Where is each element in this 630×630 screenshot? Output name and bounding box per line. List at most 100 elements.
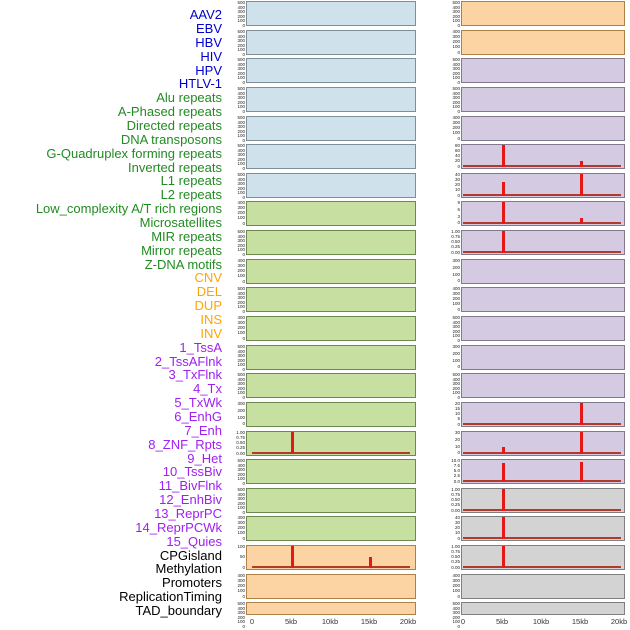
y-axis-ticks: 500 400 300 200 100 0: [224, 57, 246, 84]
y-tick-label: 0.75: [451, 549, 460, 555]
y-tick-label: 10.0: [451, 458, 460, 463]
feature-label: 10_TssBiv: [162, 464, 222, 479]
y-tick-label: 100: [237, 190, 245, 195]
y-axis-ticks: 400 300 200 100 0: [224, 315, 246, 341]
feature-label: CPGisland: [159, 548, 222, 563]
y-tick-label: 500: [237, 286, 245, 291]
y-tick-label: 10: [454, 530, 460, 536]
x-axis-tick-label: 10kb: [532, 617, 550, 626]
red-baseline: [463, 566, 621, 568]
mini-panel: [461, 488, 625, 513]
feature-label: HIV: [200, 49, 222, 64]
mini-panel: [246, 373, 416, 398]
y-axis-ticks: 500 400 300 200 100 0: [224, 286, 246, 314]
y-tick-label: 40: [454, 153, 460, 159]
y-tick-label: 0: [242, 593, 245, 599]
y-tick-label: 0.0: [453, 478, 460, 484]
y-tick-label: 1.00: [451, 487, 460, 492]
feature-label: Z-DNA motifs: [144, 257, 222, 272]
y-tick-label: 30: [454, 177, 460, 183]
feature-label: INS: [200, 312, 222, 327]
y-axis-ticks: 400 300 200 100 0: [438, 29, 461, 55]
y-tick-label: 0.50: [451, 239, 460, 245]
y-tick-label: 30: [454, 520, 460, 526]
y-tick-label: 200: [237, 268, 245, 274]
feature-label: Promoters: [162, 575, 222, 590]
y-tick-label: 500: [452, 372, 460, 377]
y-tick-label: 300: [452, 578, 460, 584]
y-tick-label: 0.75: [451, 492, 460, 498]
y-tick-label: 6: [457, 206, 460, 212]
y-tick-label: 20: [454, 525, 460, 531]
y-axis-ticks: 30 20 10 0: [438, 430, 461, 456]
y-axis-ticks: 300 200 100 0: [224, 401, 246, 427]
y-tick-label: 200: [452, 39, 460, 45]
feature-label: G-Quadruplex forming repeats: [46, 146, 222, 161]
y-tick-label: 200: [452, 70, 460, 76]
y-tick-label: 100: [237, 390, 245, 395]
red-peak: [580, 161, 583, 167]
y-tick-label: 500: [237, 172, 245, 177]
y-tick-label: 400: [452, 115, 460, 120]
red-peak: [580, 174, 583, 196]
y-tick-label: 200: [237, 325, 245, 331]
y-tick-label: 100: [237, 161, 245, 166]
red-peak: [502, 182, 505, 196]
y-axis-ticks: 1.00 0.75 0.50 0.25 0.00: [438, 487, 461, 513]
feature-label: 9_Het: [187, 451, 222, 466]
y-tick-label: 0: [457, 108, 460, 114]
y-tick-label: 300: [237, 9, 245, 14]
mini-panel: [461, 287, 625, 312]
y-tick-label: 400: [452, 319, 460, 325]
mini-panel: [246, 287, 416, 312]
mini-panel: [461, 259, 625, 284]
y-tick-label: 100: [452, 333, 460, 338]
y-tick-label: 0.75: [236, 435, 245, 441]
mini-panel: [461, 58, 625, 83]
y-tick-label: 200: [237, 500, 245, 506]
mini-panel: [461, 201, 625, 226]
y-tick-label: 0.50: [451, 497, 460, 503]
red-baseline: [252, 452, 410, 454]
feature-label: Methylation: [155, 561, 222, 576]
y-tick-label: 300: [237, 124, 245, 129]
red-peak: [502, 517, 505, 539]
y-tick-label: 200: [237, 128, 245, 134]
y-tick-label: 200: [237, 407, 245, 413]
y-tick-label: 0: [242, 308, 245, 314]
y-axis-ticks: 500 400 300 200 100 0: [224, 86, 246, 113]
y-tick-label: 200: [237, 210, 245, 216]
y-tick-label: 500: [237, 372, 245, 377]
red-peak: [502, 145, 505, 167]
feature-label: L2 repeats: [160, 187, 222, 202]
y-tick-label: 300: [237, 238, 245, 243]
y-axis-ticks: 300 200 100 0: [438, 344, 461, 370]
y-tick-label: 500: [452, 315, 460, 320]
y-tick-label: 300: [237, 401, 245, 406]
red-peak: [291, 546, 294, 568]
y-tick-label: 300: [452, 9, 460, 14]
y-tick-label: 100: [452, 18, 460, 23]
feature-label: ReplicationTiming: [119, 589, 222, 604]
feature-label: DNA transposons: [120, 132, 222, 147]
red-baseline: [463, 480, 621, 482]
y-tick-label: 0: [242, 509, 245, 515]
y-axis-ticks: 500 400 300 200 100 0: [438, 0, 461, 27]
mini-panel: [246, 58, 416, 83]
red-baseline: [463, 251, 621, 253]
y-tick-label: 50: [239, 554, 245, 560]
y-axis-ticks: 40 30 20 10 0: [438, 515, 461, 541]
y-axis-ticks: 400 300 200 100 0: [224, 573, 246, 599]
red-baseline: [463, 423, 621, 425]
y-tick-label: 500: [237, 601, 245, 606]
red-baseline: [463, 509, 621, 511]
y-tick-label: 20: [454, 182, 460, 188]
feature-label: Low_complexity A/T rich regions: [35, 201, 222, 216]
y-tick-label: 100: [452, 357, 460, 363]
y-tick-label: 300: [237, 95, 245, 100]
red-peak: [580, 218, 583, 224]
y-tick-label: 0: [242, 165, 245, 171]
y-tick-label: 100: [237, 18, 245, 23]
y-axis-ticks: 10.0 7.5 5.0 2.5 0.0: [438, 458, 461, 484]
